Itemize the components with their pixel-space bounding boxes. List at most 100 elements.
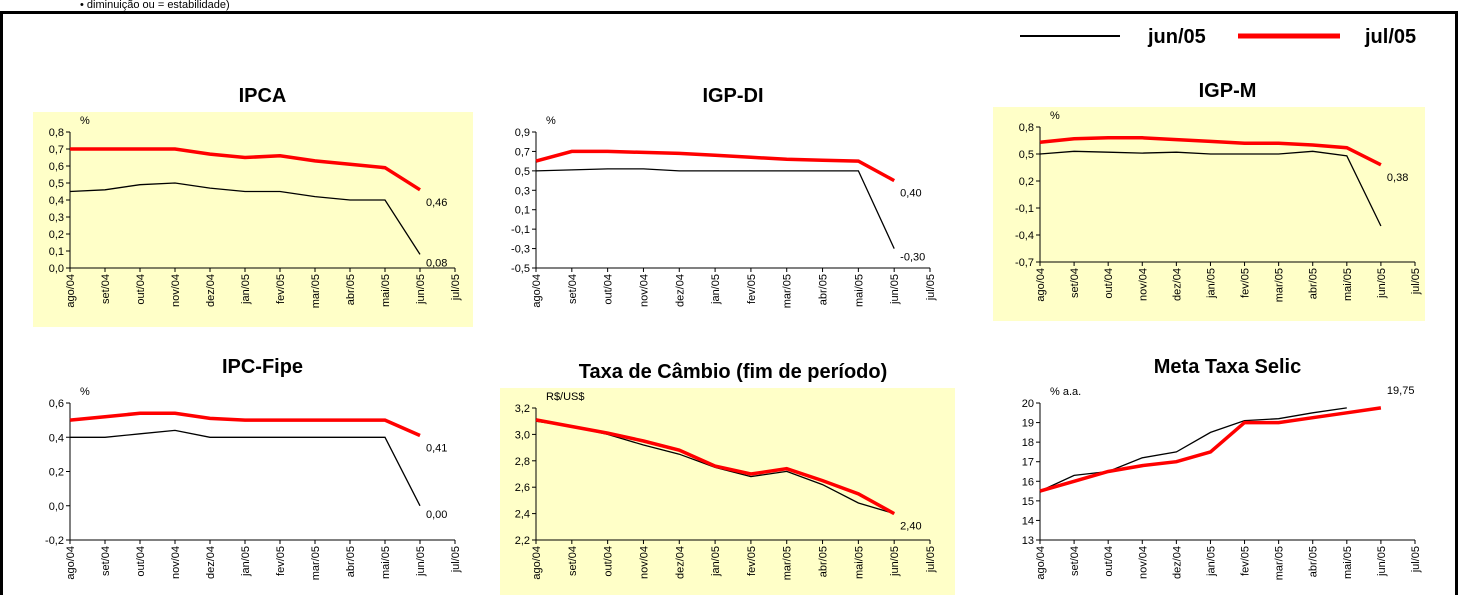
- x-tick-label: fev/05: [1240, 268, 1252, 298]
- chart-title: IPC-Fipe: [222, 356, 303, 378]
- x-tick-label: nov/04: [170, 546, 182, 579]
- legend-label: jul/05: [1364, 26, 1416, 48]
- series-line: [1039, 406, 1382, 493]
- y-tick-label: 18: [1022, 437, 1034, 449]
- x-tick-label: dez/04: [1171, 268, 1183, 301]
- y-tick-label: 14: [1022, 515, 1034, 527]
- x-tick-label: dez/04: [674, 546, 686, 579]
- x-tick-label: mai/05: [380, 274, 392, 307]
- y-tick-label: -0,4: [1015, 230, 1034, 242]
- x-tick-label: set/04: [567, 546, 579, 576]
- series-line: [535, 168, 895, 249]
- x-tick-label: set/04: [100, 274, 112, 304]
- y-tick-label: 0,5: [49, 178, 64, 190]
- x-tick-label: jan/05: [710, 274, 722, 305]
- x-tick-label: jul/05: [1410, 268, 1422, 295]
- y-tick-label: 17: [1022, 457, 1034, 469]
- x-tick-label: fev/05: [1240, 546, 1252, 576]
- x-tick-label: out/04: [1103, 268, 1115, 299]
- x-tick-label: jul/05: [450, 546, 462, 573]
- y-tick-label: 0,2: [49, 229, 64, 241]
- y-tick-label: 20: [1022, 398, 1034, 410]
- x-tick-label: set/04: [100, 546, 112, 576]
- y-tick-label: 0,5: [515, 166, 530, 178]
- x-tick-label: jun/05: [1376, 546, 1388, 577]
- y-tick-label: -0,1: [511, 224, 530, 236]
- x-tick-label: out/04: [135, 546, 147, 577]
- x-tick-label: ago/04: [531, 274, 543, 308]
- x-tick-label: jun/05: [415, 546, 427, 577]
- y-tick-label: 2,6: [515, 482, 530, 494]
- x-tick-label: mar/05: [782, 274, 794, 308]
- y-tick-label: 0,6: [49, 398, 64, 410]
- y-tick-label: 0,2: [49, 467, 64, 479]
- plot-background: [993, 383, 1425, 595]
- x-tick-label: jan/05: [710, 546, 722, 577]
- y-tick-label: 0,5: [1019, 149, 1034, 161]
- chart-title: IPCA: [239, 85, 287, 107]
- value-label: -0,30: [900, 252, 925, 264]
- value-label: 0,08: [426, 257, 447, 269]
- x-tick-label: jan/05: [1205, 546, 1217, 577]
- x-tick-label: nov/04: [1137, 268, 1149, 301]
- series-line: [69, 411, 421, 438]
- y-tick-label: 3,0: [515, 429, 530, 441]
- y-axis-label: %: [80, 115, 90, 127]
- y-tick-label: 0,7: [49, 144, 64, 156]
- y-tick-label: 0,4: [49, 195, 64, 207]
- y-tick-label: 0,3: [49, 212, 64, 224]
- x-tick-label: out/04: [603, 546, 615, 577]
- x-tick-label: mar/05: [310, 274, 322, 308]
- x-tick-label: dez/04: [674, 274, 686, 307]
- x-tick-label: set/04: [1069, 268, 1081, 298]
- x-tick-label: abr/05: [1308, 546, 1320, 577]
- y-tick-label: -0,5: [511, 263, 530, 275]
- x-tick-label: mar/05: [782, 546, 794, 580]
- x-tick-label: mai/05: [1342, 268, 1354, 301]
- y-axis-label: %: [546, 115, 556, 127]
- x-tick-label: jan/05: [240, 546, 252, 577]
- x-tick-label: jun/05: [1376, 268, 1388, 299]
- y-tick-label: 16: [1022, 476, 1034, 488]
- y-axis-label: %: [1050, 110, 1060, 122]
- y-axis-label: %: [80, 386, 90, 398]
- x-tick-label: mai/05: [853, 546, 865, 579]
- y-tick-label: 0,0: [49, 263, 64, 275]
- y-tick-label: 0,6: [49, 161, 64, 173]
- value-label: 0,00: [426, 509, 447, 521]
- x-tick-label: abr/05: [818, 274, 830, 305]
- y-tick-label: 15: [1022, 496, 1034, 508]
- y-tick-label: 13: [1022, 535, 1034, 547]
- y-tick-label: 0,7: [515, 146, 530, 158]
- x-tick-label: ago/04: [65, 546, 77, 580]
- series-line: [70, 147, 421, 192]
- chart-title: IGP-M: [1199, 80, 1257, 102]
- y-tick-label: 0,9: [515, 127, 530, 139]
- y-tick-label: 2,4: [515, 509, 530, 521]
- x-tick-label: nov/04: [1137, 546, 1149, 579]
- value-label: 0,41: [426, 443, 447, 455]
- y-tick-label: 0,1: [49, 246, 64, 258]
- value-label: 0,40: [900, 188, 921, 200]
- x-tick-label: ago/04: [1035, 268, 1047, 302]
- x-tick-label: mar/05: [1274, 268, 1286, 302]
- x-tick-label: nov/04: [638, 546, 650, 579]
- x-tick-label: out/04: [135, 274, 147, 305]
- series-line: [70, 429, 421, 507]
- series-line: [1039, 407, 1347, 492]
- y-tick-label: 2,2: [515, 535, 530, 547]
- x-tick-label: jun/05: [889, 274, 901, 305]
- series-line: [69, 182, 421, 255]
- y-tick-label: 19: [1022, 418, 1034, 430]
- y-tick-label: 3,2: [515, 403, 530, 415]
- x-tick-label: abr/05: [345, 274, 357, 305]
- x-tick-label: fev/05: [746, 546, 758, 576]
- x-tick-label: abr/05: [818, 546, 830, 577]
- plot-background: [500, 112, 955, 327]
- plot-background: [500, 388, 955, 595]
- series-line: [535, 149, 896, 183]
- value-label: 19,75: [1387, 385, 1415, 397]
- x-tick-label: fev/05: [275, 274, 287, 304]
- series-line: [1039, 136, 1382, 167]
